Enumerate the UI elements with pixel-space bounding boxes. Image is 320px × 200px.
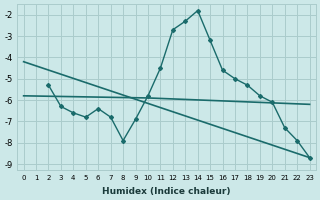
X-axis label: Humidex (Indice chaleur): Humidex (Indice chaleur) xyxy=(102,187,231,196)
